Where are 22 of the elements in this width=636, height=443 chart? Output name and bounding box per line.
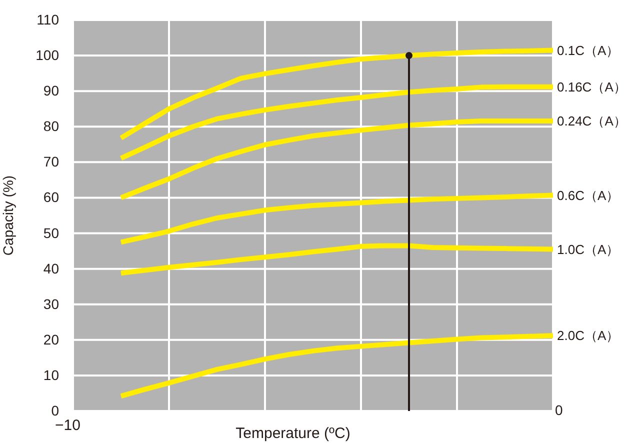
- y-tick-label: 110: [36, 11, 60, 28]
- text: −10: [55, 417, 80, 434]
- y-tick-label: 60: [43, 189, 60, 206]
- series-label: 0.6C（A）: [557, 188, 620, 203]
- x-axis-title: Temperature (ºC): [236, 425, 350, 442]
- series-label: 2.0C（A）: [557, 328, 620, 344]
- series-label: 0.24C（A）: [557, 114, 626, 128]
- series-label: 0.1C（A）: [557, 42, 620, 58]
- y-tick-label: 30: [43, 296, 60, 312]
- y-tick-label: 90: [43, 82, 60, 99]
- series-label: 1.0C（A）: [557, 242, 620, 257]
- y-tick-label: 80: [43, 118, 60, 134]
- y-tick-label: 70: [43, 154, 60, 170]
- y-axis-title: Capacity (%): [0, 175, 16, 256]
- y-tick-label: 10: [43, 366, 60, 383]
- text: 0: [555, 402, 563, 418]
- series-label: 0.16C（A）: [557, 79, 626, 94]
- y-tick-label: 50: [43, 224, 60, 241]
- y-tick-label: 0: [51, 402, 60, 418]
- y-tick-label: 40: [43, 260, 60, 276]
- y-tick-label: 20: [43, 331, 60, 348]
- y-tick-label: 100: [36, 47, 60, 64]
